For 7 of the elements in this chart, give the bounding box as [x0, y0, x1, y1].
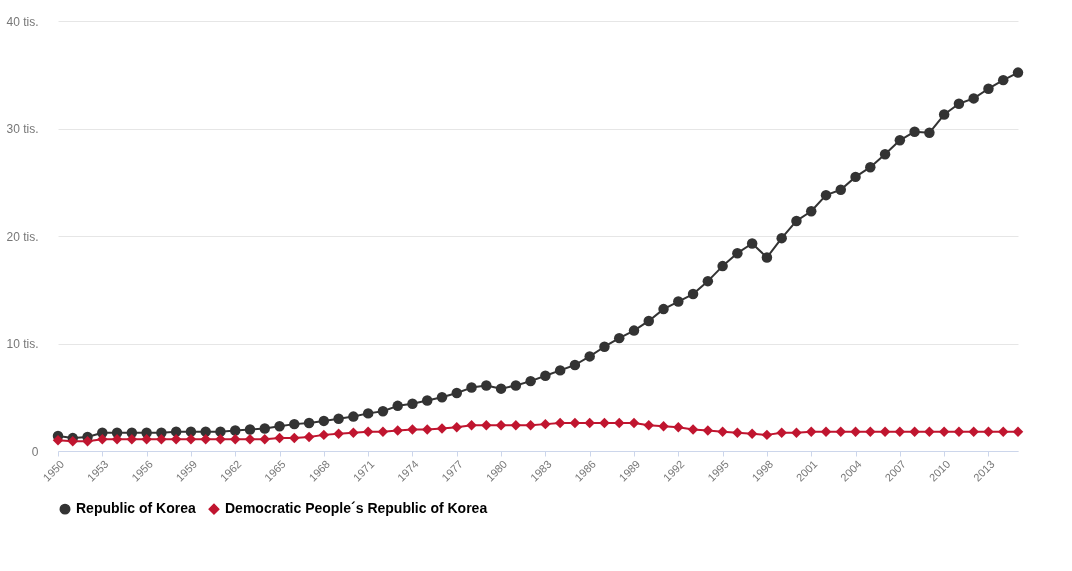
y-tick-label: 10 tis.: [6, 337, 39, 351]
y-tick-label: 40 tis.: [6, 14, 39, 29]
legend-label: Democratic People´s Republic of Korea: [225, 500, 488, 517]
y-tick-label: 20 tis.: [6, 229, 39, 244]
legend-label: Republic of Korea: [76, 500, 197, 517]
y-tick-label: 30 tis.: [6, 122, 39, 136]
y-tick-label: 0: [31, 444, 39, 459]
